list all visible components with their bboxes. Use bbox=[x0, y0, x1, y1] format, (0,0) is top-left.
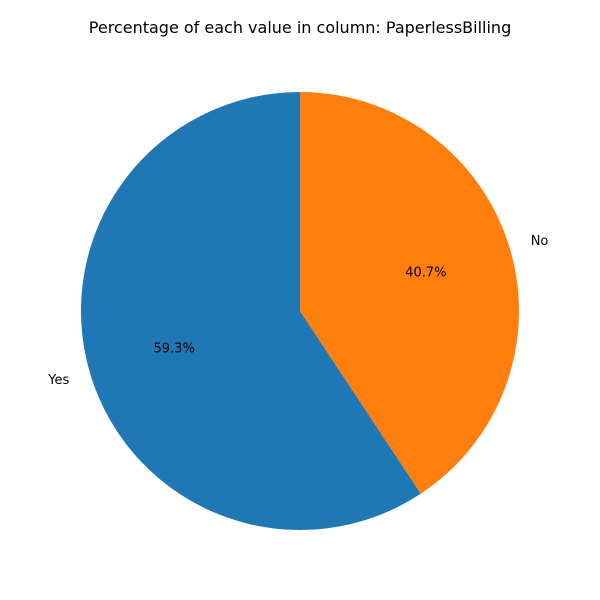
chart-title: Percentage of each value in column: Pape… bbox=[89, 18, 511, 37]
pie-slice-no bbox=[300, 91, 520, 494]
slice-label-yes: Yes bbox=[47, 373, 69, 388]
pie-slices bbox=[81, 91, 520, 530]
pie-labels: Yes 59.3% No 40.7% bbox=[47, 234, 548, 388]
pie-slice-yes bbox=[81, 92, 421, 530]
slice-percent-no: 40.7% bbox=[405, 266, 446, 281]
slice-percent-yes: 59.3% bbox=[154, 341, 195, 356]
slice-label-no: No bbox=[531, 234, 549, 249]
